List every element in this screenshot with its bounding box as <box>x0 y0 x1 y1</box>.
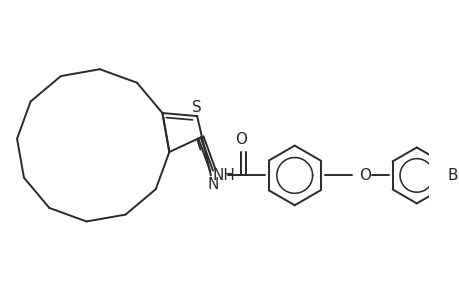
Text: N: N <box>207 177 218 192</box>
Text: NH: NH <box>212 168 235 183</box>
Text: O: O <box>359 168 371 183</box>
Text: Br: Br <box>447 168 459 183</box>
Text: O: O <box>235 133 247 148</box>
Text: S: S <box>192 100 202 115</box>
